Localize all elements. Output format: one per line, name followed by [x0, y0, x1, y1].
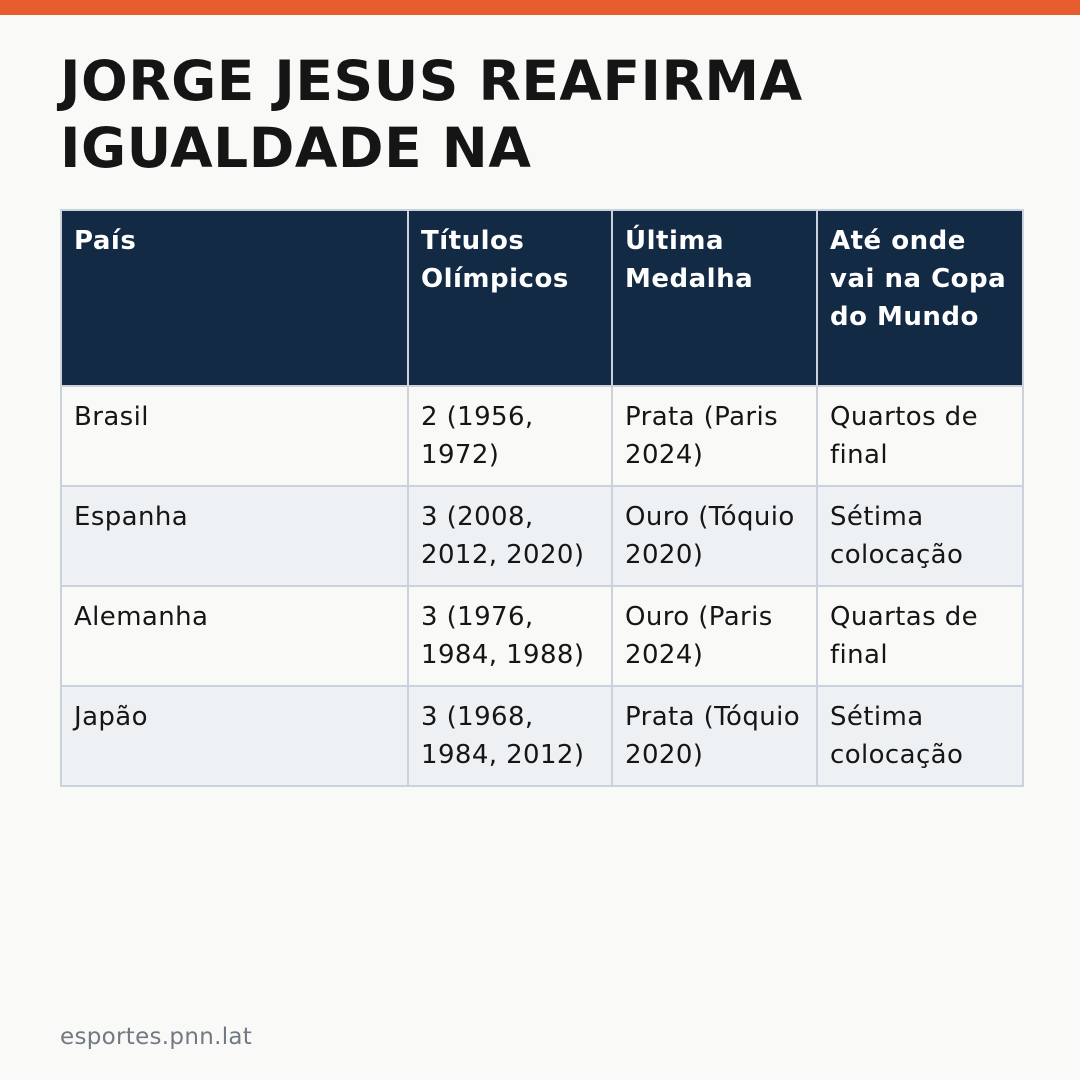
cell-olympic-titles: 2 (1956, 1972): [407, 385, 613, 487]
table-row: Japão 3 (1968, 1984, 2012) Prata (Tóquio…: [60, 685, 1024, 787]
cell-country: Brasil: [60, 385, 409, 487]
cell-last-medal: Ouro (Paris 2024): [611, 585, 818, 687]
cell-olympic-titles: 3 (1976, 1984, 1988): [407, 585, 613, 687]
cell-last-medal: Ouro (Tóquio 2020): [611, 485, 818, 587]
cell-olympic-titles: 3 (1968, 1984, 2012): [407, 685, 613, 787]
headline: JORGE JESUS REAFIRMA IGUALDADE NA: [60, 49, 803, 180]
cell-last-medal: Prata (Paris 2024): [611, 385, 818, 487]
cell-world-cup-reach: Sétima colocação: [816, 485, 1024, 587]
table-header-row: País Títulos Olímpicos Última Medalha At…: [60, 209, 1024, 387]
cell-world-cup-reach: Sétima colocação: [816, 685, 1024, 787]
header-world-cup-reach: Até onde vai na Copa do Mundo: [816, 209, 1024, 387]
cell-olympic-titles: 3 (2008, 2012, 2020): [407, 485, 613, 587]
header-last-medal: Última Medalha: [611, 209, 818, 387]
table-row: Espanha 3 (2008, 2012, 2020) Ouro (Tóqui…: [60, 485, 1024, 587]
header-country: País: [60, 209, 409, 387]
cell-country: Espanha: [60, 485, 409, 587]
table-row: Brasil 2 (1956, 1972) Prata (Paris 2024)…: [60, 385, 1024, 487]
accent-top-bar: [0, 0, 1080, 15]
header-olympic-titles: Títulos Olímpicos: [407, 209, 613, 387]
cell-country: Alemanha: [60, 585, 409, 687]
cell-world-cup-reach: Quartos de final: [816, 385, 1024, 487]
footer-source-domain: esportes.pnn.lat: [60, 1024, 253, 1050]
cell-world-cup-reach: Quartas de final: [816, 585, 1024, 687]
olympic-titles-table: País Títulos Olímpicos Última Medalha At…: [60, 209, 1024, 787]
cell-country: Japão: [60, 685, 409, 787]
table-row: Alemanha 3 (1976, 1984, 1988) Ouro (Pari…: [60, 585, 1024, 687]
cell-last-medal: Prata (Tóquio 2020): [611, 685, 818, 787]
